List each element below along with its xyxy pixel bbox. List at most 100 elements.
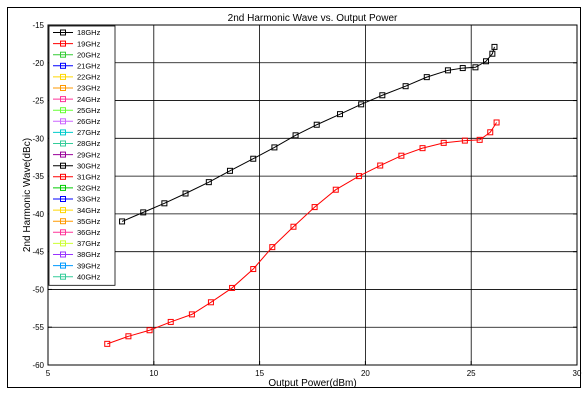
chart-title: 2nd Harmonic Wave vs. Output Power — [228, 13, 398, 24]
data-point — [398, 152, 405, 159]
data-point — [379, 92, 386, 99]
grid — [48, 25, 577, 365]
legend-marker — [60, 207, 66, 214]
legend-label: 33GHz — [77, 195, 101, 204]
series-19GHz — [104, 119, 500, 347]
legend-item: 32GHz — [53, 184, 101, 193]
legend-item: 31GHz — [53, 173, 101, 182]
data-point — [167, 318, 174, 325]
y-axis-label: 2nd Harmonic Wave(dBc) — [22, 138, 33, 252]
y-tick-label: -30 — [32, 134, 44, 143]
legend-item: 36GHz — [53, 228, 101, 237]
data-point — [461, 137, 468, 144]
y-tick-label: -55 — [32, 323, 44, 332]
data-point — [271, 144, 278, 151]
legend-item: 38GHz — [53, 250, 101, 259]
legend-item: 29GHz — [53, 150, 101, 159]
data-point — [146, 327, 153, 334]
legend-label: 20GHz — [77, 50, 101, 59]
legend-marker — [60, 107, 66, 114]
data-point — [419, 145, 426, 152]
data-point — [250, 266, 257, 273]
tick-labels: 5 10 15 20 25 30 -60 -55 -50 -45 -40 -35 -30 -25 -20 -1… — [32, 21, 582, 378]
legend-label: 23GHz — [77, 84, 101, 93]
legend-item: 20GHz — [53, 50, 101, 59]
data-point — [313, 121, 320, 128]
legend-item: 34GHz — [53, 206, 101, 215]
legend-item: 39GHz — [53, 261, 101, 270]
data-point — [290, 223, 297, 230]
data-point — [269, 244, 276, 251]
legend-label: 34GHz — [77, 206, 101, 215]
legend-marker — [60, 129, 66, 136]
legend-marker — [60, 96, 66, 103]
data-point — [207, 299, 214, 306]
data-point — [476, 136, 483, 143]
legend-label: 31GHz — [77, 173, 101, 182]
legend-marker — [60, 273, 66, 280]
data-point — [140, 209, 147, 216]
legend-label: 29GHz — [77, 150, 101, 159]
series-18GHz — [119, 43, 498, 225]
data-point — [182, 190, 189, 197]
legend-item: 26GHz — [53, 117, 101, 126]
legend-marker — [60, 85, 66, 91]
x-tick-label: 30 — [573, 369, 582, 378]
legend-marker — [60, 173, 66, 180]
y-tick-label: -25 — [32, 97, 44, 106]
data-point — [119, 218, 126, 225]
y-tick-label: -50 — [32, 285, 44, 294]
legend-item: 35GHz — [53, 217, 101, 226]
legend-marker — [60, 62, 66, 69]
data-point — [444, 67, 451, 74]
legend-label: 21GHz — [77, 62, 101, 71]
legend-label: 38GHz — [77, 250, 101, 259]
legend-marker — [60, 40, 66, 47]
y-tick-label: -20 — [32, 59, 44, 68]
legend-label: 26GHz — [77, 117, 101, 126]
data-point — [188, 311, 195, 318]
data-point — [489, 50, 496, 57]
legend-label: 19GHz — [77, 39, 101, 48]
data-point — [423, 74, 430, 81]
legend-marker — [60, 251, 66, 258]
data-point — [459, 65, 466, 72]
legend-item: 21GHz — [53, 62, 101, 71]
legend-item: 19GHz — [53, 39, 101, 48]
legend-label: 22GHz — [77, 73, 101, 82]
data-point — [337, 111, 344, 118]
legend-marker — [60, 218, 66, 225]
x-axis-label: Output Power(dBm) — [268, 378, 356, 389]
data-point — [377, 162, 384, 169]
legend-marker — [60, 151, 66, 158]
legend-item: 40GHz — [53, 272, 101, 281]
legend-item: 33GHz — [53, 195, 101, 204]
data-point — [356, 173, 363, 180]
legend-label: 24GHz — [77, 95, 101, 104]
legend-marker — [60, 73, 66, 80]
data-point — [332, 186, 339, 193]
legend-marker — [60, 240, 66, 247]
y-tick-label: -45 — [32, 248, 44, 257]
legend-marker — [60, 262, 66, 269]
legend-label: 27GHz — [77, 128, 101, 137]
legend-item: 24GHz — [53, 95, 101, 104]
data-point — [440, 139, 447, 146]
series-line — [121, 46, 495, 222]
legend: 18GHz 19GHz 20GHz 21GHz 22GHz 23GHz 24GHz 25GHz… — [48, 25, 116, 286]
x-tick-label: 15 — [255, 369, 264, 378]
data-point — [205, 179, 212, 186]
data-point — [292, 132, 299, 139]
x-tick-label: 25 — [467, 369, 476, 378]
legend-marker — [60, 29, 66, 36]
legend-label: 37GHz — [77, 239, 101, 248]
legend-marker — [60, 229, 66, 236]
data-point — [161, 200, 168, 207]
data-point — [229, 284, 236, 291]
legend-item: 37GHz — [53, 239, 101, 248]
data-point — [491, 43, 498, 50]
y-tick-label: -60 — [32, 361, 44, 370]
legend-item: 25GHz — [53, 106, 101, 115]
data-point — [250, 155, 257, 162]
